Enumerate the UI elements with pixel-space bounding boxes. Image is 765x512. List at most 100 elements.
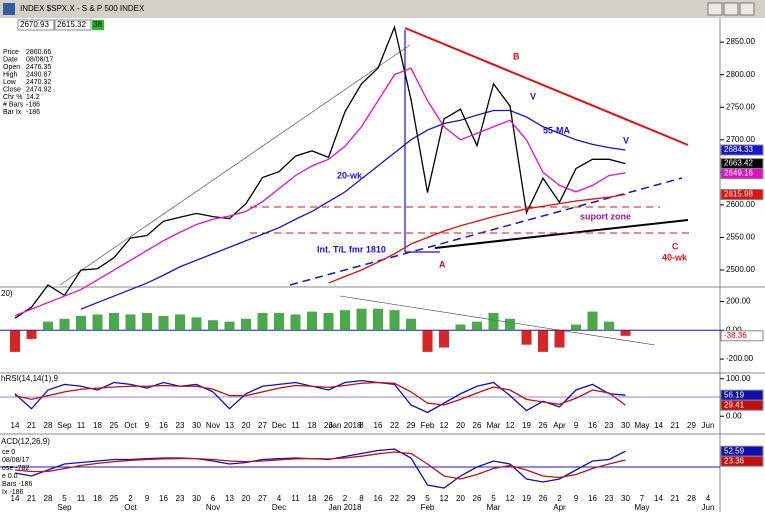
panel-note: Ix -186 [2,489,24,496]
x-tick-label: Oct [124,421,137,430]
panel-note: Bars -186 [2,481,32,488]
x-tick-label: 4 [706,494,711,503]
info-value: -186 [26,109,40,116]
app-icon [3,3,15,15]
value-box [720,455,764,467]
histogram-bar [356,308,367,331]
x-tick-label: 2 [343,494,348,503]
x-tick-label: 14 [654,421,663,430]
value-box-label: -38.36 [724,331,747,340]
histogram-bar [224,321,235,331]
histogram-bar [43,321,53,331]
x-tick-label: 11 [77,421,86,430]
x-tick-label: 20 [456,494,465,503]
info-value: 2490.87 [26,71,51,78]
info-label: High [3,71,18,78]
x-tick-label: 30 [621,421,630,430]
histogram-bar [538,330,548,352]
y-tick-label: 2500.00 [726,265,755,274]
x-tick-label: 6 [211,494,216,503]
series-line [14,379,626,414]
x-tick-label: 26 [324,421,333,430]
x-tick-label: 16 [374,494,383,503]
x-tick-label: 11 [77,494,86,503]
annotation: B [513,51,520,61]
symbol: INDEX $SPX.X - S & P 500 INDEX [20,4,145,13]
histogram-bar [455,324,466,331]
x-tick-label: Jun [702,421,715,430]
series-line [328,193,626,284]
trend-line [434,219,689,249]
x-tick-label: 9 [145,494,150,503]
x-tick-label: 16 [588,494,597,503]
annotation: 20-wk [337,170,363,180]
y-tick-label: 200.00 [726,297,751,306]
annotation: V [530,91,536,101]
x-tick-label: 20 [456,421,465,430]
x-tick-label: 22 [390,494,399,503]
info-value: -186 [26,101,40,108]
x-tick-label: 30 [192,494,201,503]
x-tick-label: 9 [574,421,579,430]
value-box-label: 52.59 [724,446,745,455]
x-tick-label: 14 [11,494,20,503]
x-tick-label: 28 [687,494,696,503]
window-buttons[interactable] [707,2,755,16]
x-tick-label: Sep [57,421,72,430]
last-value: 2670.93 [20,20,49,29]
x-tick-label: 21 [27,494,36,503]
trend-line [289,177,683,286]
info-value: 2476.35 [26,64,51,71]
annotation: 40-wk [662,252,688,262]
histogram-bar [158,315,169,331]
histogram-bar [521,330,532,345]
x-tick-label: 8 [359,421,364,430]
x-tick-label: Feb [421,421,435,430]
series-line [14,451,626,480]
x-tick-label: 26 [473,494,482,503]
y-tick-label: 2800.00 [726,70,755,79]
change-box [54,19,92,31]
x-tick-label: 12 [440,421,449,430]
x-tick-label: 14 [654,494,663,503]
histogram-bar [257,313,268,331]
panel-note: ce 0 [2,449,15,456]
month-label: Oct [124,503,137,512]
x-tick-label: 22 [390,421,399,430]
x-tick-label: 21 [671,421,680,430]
histogram-bar [571,324,581,331]
y-tick-label: 2600.00 [726,200,755,209]
x-tick-label: 12 [506,494,515,503]
series-line [80,109,626,310]
info-label: # Bars [3,101,24,108]
info-label: Close [3,86,21,93]
badge: 38 [93,20,102,29]
x-tick-label: 29 [407,421,416,430]
close-button[interactable] [739,2,755,16]
maximize-button[interactable] [723,2,739,16]
x-tick-label: 9 [574,494,579,503]
histogram-bar [340,310,350,331]
x-tick-label: 18 [93,494,102,503]
info-value: 2860.66 [26,49,51,56]
histogram-bar [10,330,20,352]
x-tick-label: 23 [176,421,185,430]
info-label: Chr % [3,94,22,101]
x-tick-label: 26 [539,494,548,503]
minimize-button[interactable] [707,2,723,16]
month-label: Dec [272,503,286,512]
annotation: suport zone [580,211,631,221]
x-tick-label: 16 [374,421,383,430]
histogram-bar [439,330,449,348]
x-tick-label: 21 [671,494,680,503]
histogram-bar [323,313,334,331]
x-tick-label: 26 [473,421,482,430]
x-tick-label: 29 [687,421,696,430]
x-tick-label: 9 [145,421,150,430]
value-box-label: 2684.33 [724,145,753,154]
info-label: Open [3,64,20,71]
panel-note: ose -782 [2,465,29,472]
month-label: Jun [702,503,715,512]
info-label: Bar Ix [3,109,22,116]
